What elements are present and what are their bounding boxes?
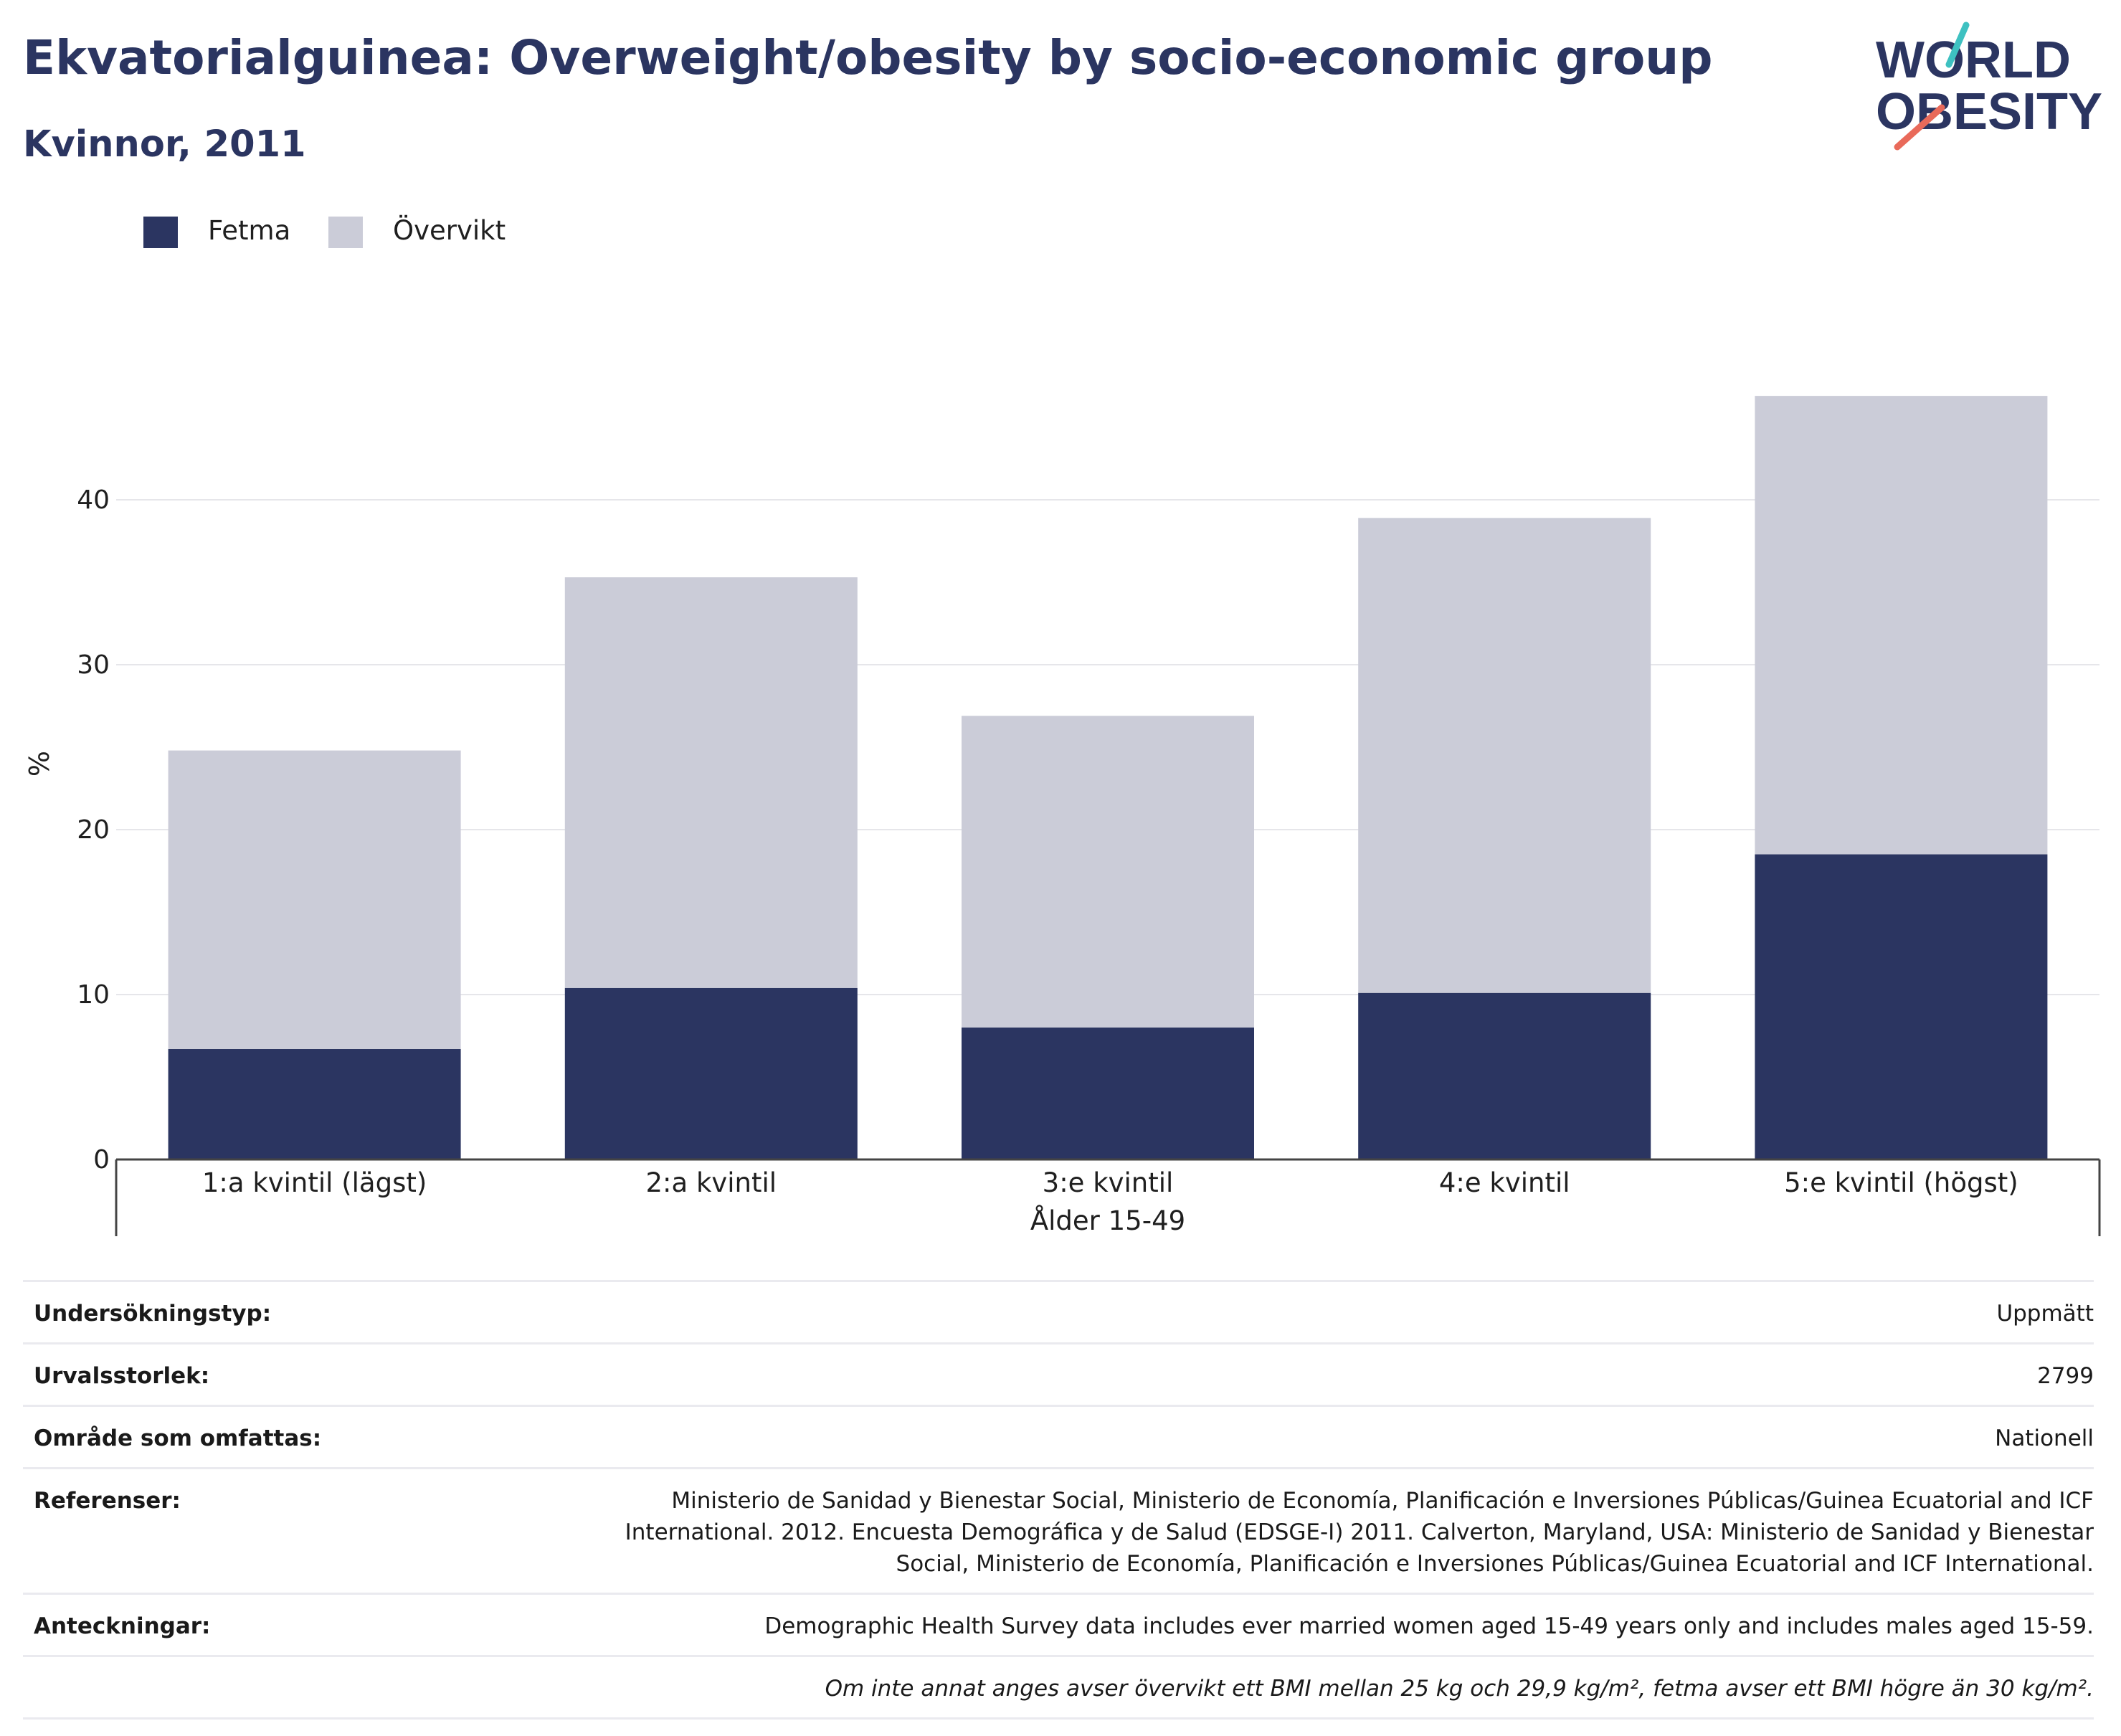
- meta-value: Ministerio de Sanidad y Bienestar Social…: [625, 1488, 2094, 1577]
- bar-fetma: [962, 1028, 1254, 1159]
- bar-fetma: [1358, 992, 1651, 1159]
- world-obesity-logo: WORLD OBESITY: [1876, 22, 2102, 151]
- meta-value: Demographic Health Survey data includes …: [764, 1613, 2094, 1639]
- y-tick-label: 0: [93, 1145, 110, 1175]
- y-tick-label: 20: [77, 815, 110, 845]
- stacked-bar-chart: 0 10 20 30 40% 1:a kvintil (lägst) 2:a kvintil…: [24, 396, 2101, 1236]
- legend-label-overvikt: Övervikt: [393, 215, 506, 246]
- bar-overvikt: [1358, 518, 1651, 993]
- metadata-table: Undersökningstyp: Uppmätt Urvalsstorlek:…: [23, 1280, 2094, 1720]
- legend-swatch-overvikt: [328, 217, 363, 248]
- meta-value: Nationell: [1995, 1426, 2094, 1451]
- y-tick-label: 40: [77, 485, 110, 515]
- meta-row-references: Referenser: Ministerio de Sanidad y Bien…: [23, 1467, 2094, 1593]
- meta-row-coverage: Område som omfattas: Nationell: [23, 1405, 2094, 1467]
- logo-slash-teal: [1945, 22, 1970, 68]
- chart-subtitle: Kvinnor, 2011: [23, 123, 306, 166]
- y-tick-label: 10: [77, 980, 110, 1010]
- meta-row-notes: Anteckningar: Demographic Health Survey …: [23, 1593, 2094, 1655]
- y-tick-label: 30: [77, 650, 110, 680]
- x-tick-label: 5:e kvintil (högst): [1784, 1167, 2018, 1198]
- meta-label: Anteckningar:: [34, 1613, 211, 1639]
- y-axis-label: %: [24, 751, 55, 777]
- meta-row-survey-type: Undersökningstyp: Uppmätt: [23, 1280, 2094, 1342]
- chart-title: Ekvatorialguinea: Overweight/obesity by …: [23, 30, 1713, 85]
- meta-label: Undersökningstyp:: [34, 1301, 272, 1327]
- meta-label: Område som omfattas:: [34, 1426, 322, 1451]
- bar-overvikt: [168, 750, 461, 1049]
- bar-fetma: [168, 1048, 461, 1159]
- logo-slash-coral: [1894, 104, 1945, 151]
- x-group-label: Ålder 15-49: [1030, 1205, 1185, 1236]
- bar-fetma: [564, 987, 858, 1159]
- bar-overvikt: [962, 716, 1254, 1028]
- meta-value: Uppmätt: [1996, 1301, 2094, 1327]
- meta-row-sample-size: Urvalsstorlek: 2799: [23, 1342, 2094, 1405]
- x-tick-label: 1:a kvintil (lägst): [202, 1167, 427, 1198]
- x-tick-label: 3:e kvintil: [1043, 1167, 1174, 1198]
- meta-label: Urvalsstorlek:: [34, 1363, 210, 1389]
- x-tick-label: 4:e kvintil: [1439, 1167, 1570, 1198]
- bar-overvikt: [1755, 396, 2048, 855]
- meta-value: 2799: [2037, 1363, 2094, 1389]
- bar-overvikt: [564, 577, 858, 988]
- legend-swatch-fetma: [143, 217, 178, 248]
- bar-fetma: [1755, 854, 2048, 1159]
- meta-footnote-row: Om inte annat anges avser övervikt ett B…: [23, 1655, 2094, 1720]
- logo-line1: WORLD: [1876, 32, 2071, 89]
- bmi-footnote: Om inte annat anges avser övervikt ett B…: [825, 1676, 2094, 1702]
- x-tick-label: 2:a kvintil: [646, 1167, 777, 1198]
- legend-label-fetma: Fetma: [208, 215, 291, 246]
- meta-label: Referenser:: [34, 1488, 181, 1514]
